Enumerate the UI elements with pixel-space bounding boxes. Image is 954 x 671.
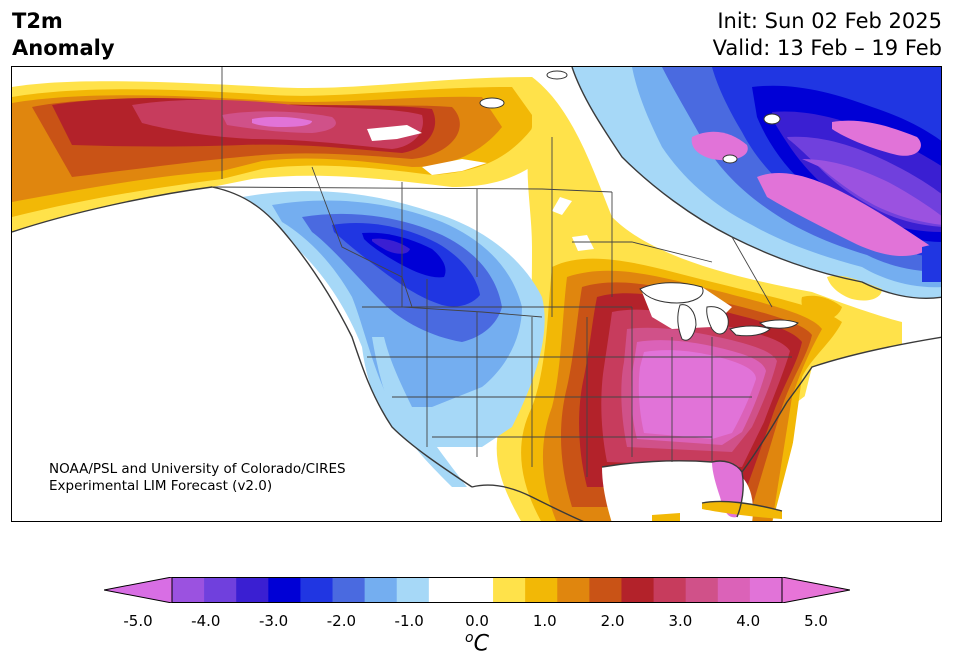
colorbar-segment [236,577,269,603]
colorbar-tick-label: 5.0 [804,612,828,630]
islands [479,70,781,164]
valid-range: Valid: 13 Feb – 19 Feb [712,36,942,60]
colorbar-high-extend [781,577,850,603]
colorbar-segment [557,577,590,603]
colorbar-segment [204,577,237,603]
great-lakes [639,282,799,341]
colorbar-segment [332,577,366,603]
yucatan-strip [652,513,680,521]
colorbar-tick-label: -5.0 [123,612,153,630]
colorbar-tick-label: 3.0 [668,612,693,630]
warm-region-northwest [12,77,572,232]
colorbar-segment [364,577,398,603]
colorbar-segment [653,577,687,603]
colorbar-segment [396,577,430,603]
colorbar-unit: oC [465,630,489,656]
colorbar-ticks: -5.0 -4.0 -3.0 -2.0 -1.0 0.0 1.0 2.0 3.0 4.0 5.0 [0,612,954,632]
credit-line-1: NOAA/PSL and University of Colorado/CIRE… [49,461,346,477]
colorbar-tick-label: 4.0 [736,612,761,630]
atlantic-ocean [772,337,941,521]
colorbar-segment [268,577,301,603]
pacific-ocean [12,187,472,521]
cuba-strip [702,501,782,519]
init-date: Init: Sun 02 Feb 2025 [717,9,942,33]
colorbar-tick-label: -2.0 [326,612,357,630]
colorbar-tick-label: -1.0 [394,612,424,630]
cold-region-northeast [572,67,941,321]
colorbar-segment [172,577,205,603]
colorbar-tick-label: 1.0 [532,612,557,630]
colorbar-segment [589,577,622,603]
title-line-2: Anomaly [12,36,115,60]
run-info: Init: Sun 02 Feb 2025 Valid: 13 Feb – 19… [713,8,942,62]
colorbar-tick-label: -4.0 [191,612,221,630]
colorbar-tick-label: -3.0 [258,612,289,630]
colorbar-low-extend [104,577,173,603]
colorbar-segment [717,577,751,603]
colorbar-outline [171,577,783,603]
colorbar-segment [621,577,655,603]
colorbar-segments [172,577,783,603]
colorbar-segment [493,577,526,603]
colorbar-segment [749,577,783,603]
colorbar-segment [525,577,558,603]
colorbar-segment [300,577,334,603]
map-canvas [12,67,941,521]
map-title: T2m Anomaly [12,8,115,62]
credit-text: NOAA/PSL and University of Colorado/CIRE… [49,461,346,495]
title-line-1: T2m [12,9,63,33]
unit-letter: C [473,631,489,657]
colorbar-segment [685,577,719,603]
colorbar-tick-label: 2.0 [600,612,625,630]
colorbar-segment [460,577,494,603]
colorbar-tick-label: 0.0 [465,612,489,630]
anomaly-map [11,66,942,522]
colorbar [104,577,850,603]
political-borders [211,67,792,477]
credit-line-2: Experimental LIM Forecast (v2.0) [49,478,273,494]
coastal-cold-strip [372,337,467,487]
unit-degree: o [465,630,474,646]
coastlines [12,67,941,521]
colorbar-segment [428,577,462,603]
